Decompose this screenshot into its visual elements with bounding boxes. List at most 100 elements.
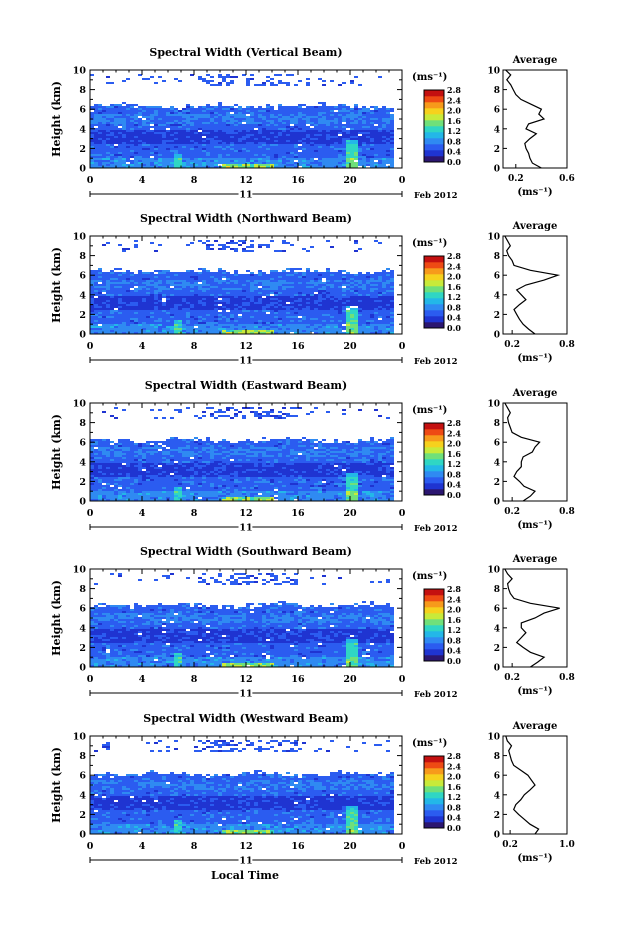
heatmap-cell [162, 310, 166, 312]
heatmap-cell [254, 140, 258, 142]
heatmap-cell [310, 312, 314, 314]
heatmap-cell [250, 132, 254, 134]
heatmap-cell [302, 290, 306, 292]
heatmap-cell [338, 292, 342, 294]
heatmap-cell [262, 148, 266, 150]
heatmap-cell [354, 242, 358, 244]
heatmap-cell [218, 148, 222, 150]
heatmap-cell [202, 146, 206, 148]
heatmap-cell [338, 280, 342, 282]
heatmap-cell [226, 292, 230, 294]
heatmap-cell [170, 128, 174, 130]
heatmap-cell [282, 146, 286, 148]
heatmap-cell [338, 326, 342, 328]
heatmap-cell [302, 130, 306, 132]
heatmap-cell [366, 282, 370, 284]
heatmap-cell [114, 322, 118, 324]
heatmap-cell [350, 110, 354, 112]
heatmap-cell [202, 304, 206, 306]
heatmap-cell [218, 272, 222, 274]
heatmap-cell [194, 136, 198, 138]
heatmap-cell [226, 134, 230, 136]
heatmap-cell [354, 280, 358, 282]
heatmap-cell [186, 274, 190, 276]
heatmap-cell [278, 124, 282, 126]
heatmap-cell [90, 162, 94, 164]
heatmap-cell [322, 318, 326, 320]
heatmap-cell [210, 304, 214, 306]
heatmap-cell [90, 166, 94, 168]
heatmap-cell [94, 308, 98, 310]
heatmap-cell [258, 306, 262, 308]
heatmap-cell [234, 326, 238, 328]
heatmap-cell [114, 328, 118, 330]
heatmap-cell [118, 140, 122, 142]
heatmap-cell [162, 320, 166, 322]
heatmap-cell [350, 154, 354, 156]
heatmap-cell [338, 108, 342, 110]
heatmap-cell [170, 124, 174, 126]
heatmap-cell [158, 322, 162, 324]
heatmap-cell [254, 142, 258, 144]
heatmap-cell [122, 330, 126, 332]
heatmap-cell [302, 128, 306, 130]
heatmap-cell [102, 150, 106, 152]
heatmap-cell [178, 332, 182, 334]
heatmap-cell [334, 274, 338, 276]
heatmap-cell [386, 142, 390, 144]
heatmap-cell [174, 124, 178, 126]
heatmap-cell [346, 296, 350, 298]
heatmap-cell [298, 148, 302, 150]
heatmap-cell [382, 330, 386, 332]
heatmap-cell [282, 306, 286, 308]
heatmap-cell [202, 294, 206, 296]
heatmap-cell [374, 280, 378, 282]
heatmap-cell [182, 304, 186, 306]
heatmap-cell [162, 114, 166, 116]
heatmap-cell [286, 152, 290, 154]
heatmap-cell [342, 302, 346, 304]
heatmap-cell [374, 294, 378, 296]
heatmap-cell [94, 306, 98, 308]
heatmap-cell [122, 286, 126, 288]
heatmap-cell [382, 110, 386, 112]
heatmap-cell [262, 328, 266, 330]
heatmap-cell [362, 318, 366, 320]
heatmap-cell [262, 124, 266, 126]
heatmap-cell [202, 308, 206, 310]
heatmap-cell [250, 246, 254, 248]
heatmap-cell [126, 278, 130, 280]
heatmap-cell [226, 290, 230, 292]
heatmap-cell [186, 284, 190, 286]
heatmap-cell [206, 290, 210, 292]
heatmap-cell [266, 116, 270, 118]
heatmap-cell [274, 284, 278, 286]
heatmap-cell [250, 152, 254, 154]
heatmap-cell [238, 304, 242, 306]
heatmap-cell [354, 140, 358, 142]
heatmap-cell [122, 126, 126, 128]
heatmap-cell [170, 310, 174, 312]
heatmap-cell [390, 322, 394, 324]
heatmap-cell [390, 152, 394, 154]
heatmap-cell [98, 116, 102, 118]
heatmap-cell [346, 310, 350, 312]
heatmap-cell [98, 332, 102, 334]
heatmap-cell [294, 120, 298, 122]
heatmap-cell [222, 128, 226, 130]
heatmap-cell [294, 280, 298, 282]
heatmap-cell [170, 118, 174, 120]
heatmap-cell [150, 242, 154, 244]
heatmap-cell [334, 108, 338, 110]
heatmap-cell [258, 120, 262, 122]
heatmap-cell [90, 320, 94, 322]
heatmap-cell [326, 156, 330, 158]
heatmap-cell [194, 110, 198, 112]
heatmap-cell [294, 290, 298, 292]
heatmap-cell [234, 158, 238, 160]
heatmap-cell [230, 106, 234, 108]
heatmap-cell [194, 134, 198, 136]
heatmap-cell [310, 324, 314, 326]
heatmap-cell [358, 304, 362, 306]
heatmap-cell [90, 282, 94, 284]
